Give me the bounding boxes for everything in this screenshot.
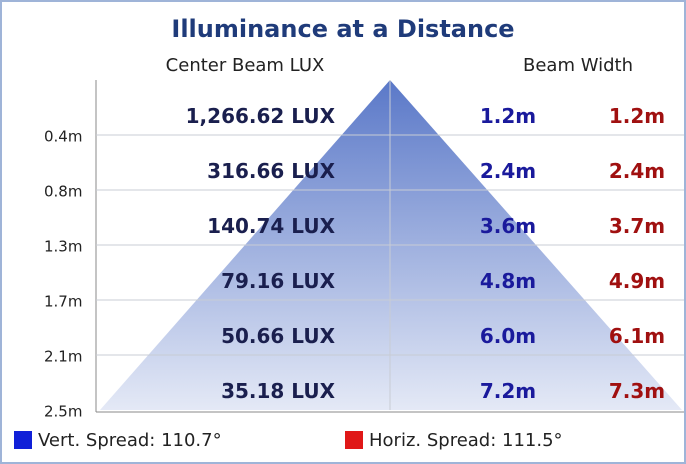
horizontal-swatch [345,431,363,449]
distance: 0.8m [44,183,82,201]
horizontal-width: 3.7m [609,214,665,238]
horizontal-width: 7.3m [609,379,665,403]
vertical-width: 1.2m [480,104,536,128]
horizontal-width: 1.2m [609,104,665,128]
distance: 0.4m [44,128,82,146]
vertical-width: 2.4m [480,159,536,183]
title: Illuminance at a Distance [171,15,514,43]
horizontal-width: 4.9m [609,269,665,293]
distance: 2.5m [44,403,82,421]
lux: 316.66 LUX [207,159,335,183]
distance: 1.3m [44,238,82,256]
vertical-width: 4.8m [480,269,536,293]
vertical-width: 6.0m [480,324,536,348]
width-header: Beam Width [523,55,633,76]
distance: 1.7m [44,293,82,311]
horizontal-width: 2.4m [609,159,665,183]
lux: 35.18 LUX [221,379,335,403]
vertical-swatch [14,431,32,449]
lux: 50.66 LUX [221,324,335,348]
vertical-width: 7.2m [480,379,536,403]
rows: 0.4m 1,266.62 LUX 1.2m 1.2m 0.8m 316.66 LUX 2.… [44,104,684,421]
vertical-width: 3.6m [480,214,536,238]
lux-header: Center Beam LUX [166,55,325,76]
horizontal-legend: Horiz. Spread: 111.5° [369,430,563,451]
lux: 1,266.62 LUX [186,104,336,128]
horizontal-width: 6.1m [609,324,665,348]
vertical-legend: Vert. Spread: 110.7° [38,430,222,451]
distance: 2.1m [44,348,82,366]
lux: 140.74 LUX [207,214,335,238]
lux: 79.16 LUX [221,269,335,293]
